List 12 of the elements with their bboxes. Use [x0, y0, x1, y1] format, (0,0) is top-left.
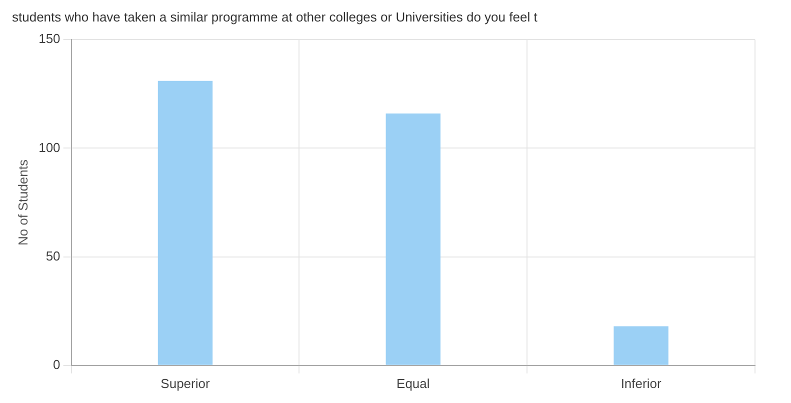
y-tick-label: 150 — [38, 31, 60, 46]
bar — [614, 326, 668, 365]
bar — [158, 80, 213, 365]
y-tick-label: 100 — [38, 140, 60, 155]
chart-title: students who have taken a similar programme at other colleges or Universities do you feel t — [12, 9, 538, 24]
x-tick-label: Superior — [160, 376, 210, 391]
bar — [386, 113, 440, 365]
y-tick-label: 50 — [46, 248, 60, 264]
y-tick-label: 0 — [53, 356, 60, 372]
y-axis-title: No of Students — [15, 159, 30, 246]
x-tick-label: Inferior — [620, 376, 662, 391]
x-tick-label: Equal — [396, 376, 430, 391]
